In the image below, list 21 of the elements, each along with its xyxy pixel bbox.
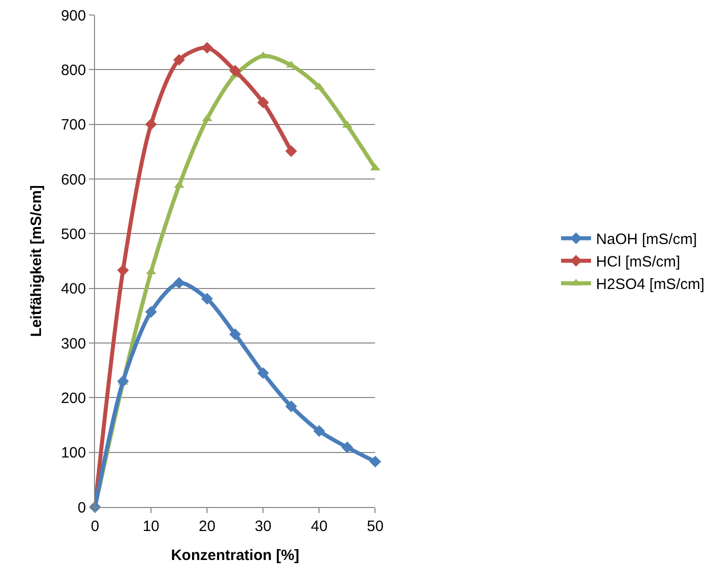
legend-label: NaOH [mS/cm] <box>596 231 697 248</box>
y-tick-label: 300 <box>60 335 86 352</box>
x-axis-title: Konzentration [%] <box>170 547 300 564</box>
y-tick-label: 0 <box>78 499 86 516</box>
legend-label: HCl [mS/cm] <box>596 254 680 271</box>
x-tick-label: 0 <box>90 518 100 535</box>
legend-label: H2SO4 [mS/cm] <box>596 276 704 294</box>
y-tick-label: 100 <box>60 444 86 462</box>
y-tick-label: 500 <box>60 226 86 243</box>
x-tick-label: 40 <box>310 518 328 535</box>
y-tick-label: 900 <box>60 7 86 24</box>
y-tick-label: 800 <box>60 62 86 79</box>
y-tick-label: 200 <box>60 390 86 407</box>
y-tick-label: 600 <box>60 171 86 188</box>
x-tick-label: 10 <box>142 518 160 535</box>
y-axis-title: Leitfähigkeit [mS/cm] <box>28 185 46 337</box>
y-tick-label: 700 <box>60 116 86 134</box>
x-tick-label: 50 <box>366 518 384 535</box>
x-tick-label: 20 <box>198 518 216 535</box>
x-tick-label: 30 <box>254 518 272 535</box>
y-tick-label: 400 <box>60 280 86 298</box>
